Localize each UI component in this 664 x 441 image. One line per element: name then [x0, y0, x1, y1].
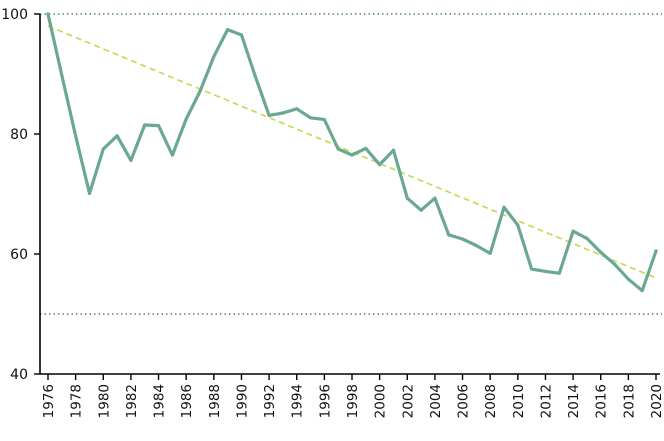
data-point — [308, 116, 313, 120]
data-point — [129, 158, 133, 162]
x-tick-label: 2006 — [456, 384, 472, 418]
series-layer — [46, 12, 658, 293]
series-line — [46, 12, 658, 293]
data-point — [74, 134, 78, 138]
data-point — [488, 251, 492, 255]
data-point — [447, 233, 451, 237]
x-tick-label: 1992 — [262, 384, 278, 418]
y-tick-label: 100 — [1, 7, 28, 23]
data-point — [60, 73, 64, 77]
data-point — [364, 146, 368, 150]
x-tick-label: 2016 — [594, 384, 610, 418]
data-point — [143, 123, 147, 127]
data-point — [226, 28, 230, 32]
data-point — [599, 250, 603, 254]
data-point — [530, 267, 534, 271]
data-point — [295, 107, 299, 111]
reference-lines — [40, 13, 662, 315]
x-tick-label: 2018 — [621, 384, 637, 418]
data-point — [101, 147, 105, 151]
data-point — [571, 229, 575, 233]
data-point — [391, 148, 396, 152]
data-point — [502, 205, 506, 209]
data-point — [405, 196, 409, 200]
x-tick-label: 2000 — [373, 384, 389, 418]
data-point — [612, 262, 617, 266]
data-point — [654, 249, 658, 253]
data-point — [419, 208, 423, 212]
data-point — [267, 113, 271, 117]
x-tick-label: 2002 — [400, 384, 416, 418]
data-point — [626, 277, 630, 281]
x-tick-label: 1978 — [69, 384, 85, 418]
data-point — [585, 236, 589, 240]
x-tick-label: 2010 — [511, 384, 527, 418]
data-point — [516, 223, 520, 227]
data-point — [253, 74, 257, 78]
data-point — [557, 271, 561, 275]
data-point — [378, 163, 382, 167]
x-tick-label: 1976 — [41, 384, 57, 418]
data-point — [460, 237, 465, 241]
data-point — [281, 111, 285, 115]
y-tick-label: 60 — [10, 247, 28, 263]
data-point — [640, 289, 644, 293]
x-tick-label: 1982 — [124, 384, 140, 418]
data-point — [156, 124, 161, 128]
trend-line — [47, 25, 657, 279]
axes — [39, 14, 660, 375]
data-point — [184, 117, 188, 121]
data-point — [115, 134, 119, 138]
y-tick-label: 40 — [10, 367, 28, 383]
data-point — [87, 191, 92, 195]
data-point — [170, 153, 174, 157]
y-ticks: 40 60 80 100 — [1, 7, 40, 383]
x-tick-label: 1988 — [207, 384, 223, 418]
x-tick-label: 1980 — [96, 384, 112, 418]
x-tick-label: 1996 — [317, 384, 333, 418]
data-point — [212, 55, 216, 59]
x-tick-label: 1984 — [152, 384, 168, 418]
x-tick-label: 1998 — [345, 384, 361, 418]
x-tick-label: 2004 — [428, 384, 444, 418]
x-tick-label: 2020 — [649, 384, 664, 418]
y-tick-label: 80 — [10, 127, 28, 143]
x-tick-label: 2014 — [566, 384, 582, 418]
x-tick-label: 2012 — [538, 384, 554, 418]
x-tick-label: 1986 — [179, 384, 195, 418]
data-point — [322, 118, 326, 122]
data-point — [350, 153, 354, 157]
data-point — [474, 244, 478, 248]
data-point — [336, 147, 340, 151]
data-point — [46, 12, 50, 16]
data-point — [433, 196, 437, 200]
data-point — [239, 33, 244, 37]
data-point — [543, 269, 548, 273]
x-ticks: 1976 1978 1980 1982 1984 1986 1988 1990 1992 1994… — [41, 374, 664, 418]
x-tick-label: 1994 — [290, 384, 306, 418]
x-tick-label: 1990 — [234, 384, 250, 418]
x-tick-label: 2008 — [483, 384, 499, 418]
data-point — [198, 89, 202, 93]
